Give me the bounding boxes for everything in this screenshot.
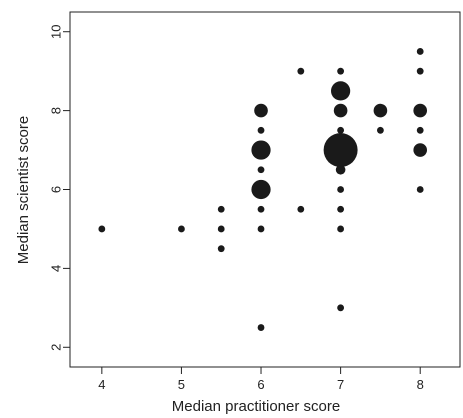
x-tick-label: 4 <box>98 377 105 392</box>
data-point <box>416 126 424 134</box>
data-point <box>217 205 225 213</box>
data-point <box>217 245 225 253</box>
x-tick-label: 7 <box>337 377 344 392</box>
data-point <box>251 179 271 200</box>
data-point <box>257 205 265 213</box>
x-axis-label: Median practitioner score <box>172 398 340 415</box>
data-point <box>333 103 348 118</box>
y-tick-label: 8 <box>49 107 64 114</box>
data-point <box>330 81 351 101</box>
data-point <box>257 225 265 233</box>
data-point <box>337 67 345 75</box>
data-point <box>337 186 345 193</box>
data-point <box>297 67 305 75</box>
y-tick-label: 4 <box>49 265 64 272</box>
data-point <box>257 324 265 331</box>
data-point <box>337 225 345 233</box>
data-point <box>416 48 424 55</box>
data-point <box>413 103 428 118</box>
data-point <box>337 205 345 213</box>
y-axis-label: Median scientist score <box>15 116 32 264</box>
data-point <box>337 126 345 134</box>
data-point <box>337 304 345 312</box>
x-tick-label: 5 <box>178 377 185 392</box>
x-axis: 4 5 6 7 8 <box>98 367 424 392</box>
data-point <box>377 126 384 134</box>
data-point <box>251 140 271 160</box>
data-point <box>297 205 305 213</box>
data-point <box>257 126 265 134</box>
data-point <box>416 67 424 75</box>
data-points <box>98 48 428 331</box>
data-point <box>178 225 185 233</box>
y-axis: 2 4 6 8 10 <box>49 24 70 351</box>
y-tick-label: 10 <box>49 24 64 38</box>
data-point <box>323 133 358 168</box>
x-tick-label: 8 <box>417 377 424 392</box>
data-point <box>335 164 346 175</box>
x-tick-label: 6 <box>257 377 264 392</box>
data-point <box>217 225 225 233</box>
y-tick-label: 2 <box>49 344 64 351</box>
data-point <box>257 166 265 174</box>
data-point <box>413 143 428 157</box>
y-tick-label: 6 <box>49 186 64 193</box>
data-point <box>373 103 388 118</box>
data-point <box>416 186 424 193</box>
data-point <box>98 225 106 233</box>
data-point <box>254 103 268 118</box>
